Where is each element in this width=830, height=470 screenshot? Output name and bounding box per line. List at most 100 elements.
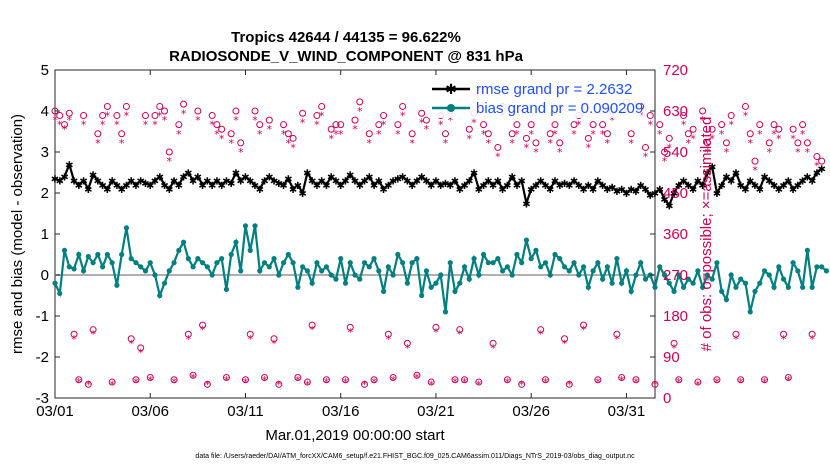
obs-possible-point bbox=[351, 116, 359, 124]
obs-possible-point bbox=[156, 102, 164, 110]
obs-possible-point bbox=[808, 330, 816, 338]
bias-point bbox=[438, 272, 444, 278]
obs-assimilated-point: * bbox=[505, 376, 511, 389]
obs-possible-point bbox=[646, 112, 654, 120]
obs-possible-point bbox=[203, 380, 211, 388]
x-tick-label: 03/06 bbox=[131, 403, 169, 420]
rmse-point: ✱ bbox=[156, 173, 164, 184]
obs-assimilated-point: * bbox=[71, 333, 77, 346]
bias-point bbox=[495, 256, 501, 262]
obs-possible-point bbox=[813, 153, 821, 161]
bias-point bbox=[585, 284, 591, 290]
obs-assimilated-point: * bbox=[90, 328, 96, 341]
obs-possible-point bbox=[99, 112, 107, 120]
bias-point bbox=[738, 276, 744, 282]
obs-possible-point bbox=[275, 380, 283, 388]
rmse-point: ✱ bbox=[698, 181, 706, 192]
bias-point bbox=[723, 297, 730, 303]
legend-rmse-label: rmse grand pr = 2.2632 bbox=[476, 81, 632, 98]
bias-point bbox=[176, 247, 182, 253]
obs-assimilated-point: * bbox=[800, 128, 806, 141]
rmse-point: ✱ bbox=[360, 177, 368, 188]
rmse-point: ✱ bbox=[113, 181, 121, 192]
bias-point bbox=[304, 268, 310, 274]
rmse-point: ✱ bbox=[717, 181, 725, 192]
rmse-point: ✱ bbox=[313, 181, 321, 192]
rmse-point: ✱ bbox=[60, 173, 68, 184]
rmse-point: ✱ bbox=[284, 175, 292, 186]
obs-possible-point bbox=[489, 339, 497, 347]
obs-assimilated-point: * bbox=[724, 146, 730, 159]
y2-tick-label: 360 bbox=[663, 226, 688, 243]
obs-assimilated-point: * bbox=[738, 376, 744, 389]
obs-assimilated-point: * bbox=[138, 346, 144, 359]
rmse-point: ✱ bbox=[127, 177, 135, 188]
rmse-point: ✱ bbox=[594, 177, 602, 188]
obs-assimilated-point: * bbox=[728, 119, 734, 132]
rmse-point: ✱ bbox=[546, 185, 554, 196]
bias-point bbox=[780, 276, 787, 282]
obs-possible-point bbox=[227, 130, 235, 138]
obs-possible-point bbox=[299, 109, 307, 117]
obs-possible-point bbox=[284, 130, 292, 138]
bias-point bbox=[371, 256, 377, 262]
obs-assimilated-point: * bbox=[524, 141, 530, 154]
bias-point bbox=[433, 280, 439, 286]
obs-possible-point bbox=[475, 378, 483, 386]
rmse-point: ✱ bbox=[537, 177, 545, 188]
obs-assimilated-point: * bbox=[157, 110, 163, 123]
obs-assimilated-point: * bbox=[409, 137, 415, 150]
bias-point bbox=[133, 260, 139, 266]
bias-point bbox=[709, 276, 715, 282]
obs-assimilated-point: * bbox=[233, 114, 239, 127]
bias-point bbox=[147, 260, 153, 266]
x-tick-label: 03/16 bbox=[322, 403, 360, 420]
obs-assimilated-point: * bbox=[128, 337, 134, 350]
obs-possible-point bbox=[94, 130, 102, 138]
rmse-point: ✱ bbox=[298, 189, 306, 200]
obs-assimilated-point: * bbox=[314, 119, 320, 132]
obs-assimilated-point: * bbox=[109, 378, 115, 391]
y2-tick-label: 180 bbox=[663, 308, 688, 325]
obs-possible-point bbox=[603, 130, 611, 138]
rmse-point: ✱ bbox=[194, 173, 202, 184]
y2-tick-label: 540 bbox=[663, 144, 688, 161]
bias-point bbox=[261, 260, 268, 266]
obs-possible-point bbox=[708, 125, 716, 133]
rmse-point: ✱ bbox=[722, 173, 730, 184]
bias-point bbox=[152, 272, 158, 278]
bias-point bbox=[619, 280, 625, 286]
obs-assimilated-point: * bbox=[652, 378, 658, 391]
obs-possible-point bbox=[799, 121, 807, 129]
obs-assimilated-point: * bbox=[181, 107, 187, 120]
legend-rmse-marker: ✱ bbox=[445, 82, 457, 98]
obs-assimilated-point: * bbox=[676, 376, 682, 389]
y-axis-ticks: -3 -2 -1 0 1 2 3 4 5 bbox=[36, 62, 60, 407]
bias-point bbox=[447, 260, 453, 266]
obs-possible-point bbox=[661, 148, 669, 156]
rmse-point: ✱ bbox=[732, 169, 740, 180]
bias-point bbox=[200, 260, 206, 266]
obs-possible-point bbox=[137, 344, 145, 352]
bias-point bbox=[76, 251, 82, 258]
obs-assimilated-point: * bbox=[76, 376, 82, 389]
obs-possible-point bbox=[694, 378, 702, 386]
obs-assimilated-point: * bbox=[471, 116, 477, 129]
obs-possible-point bbox=[480, 121, 488, 129]
bias-point bbox=[757, 280, 763, 286]
obs-assimilated-point: * bbox=[333, 128, 339, 141]
x-axis-label: Mar.01,2019 00:00:00 start bbox=[265, 427, 445, 444]
bias-point bbox=[228, 251, 234, 258]
rmse-point: ✱ bbox=[479, 181, 487, 192]
bias-point bbox=[538, 264, 544, 270]
obs-assimilated-point: * bbox=[600, 128, 606, 141]
obs-possible-point bbox=[818, 157, 826, 165]
bias-point bbox=[766, 272, 772, 278]
obs-assimilated-point: * bbox=[376, 128, 382, 141]
obs-possible-point bbox=[189, 371, 197, 379]
plot-frame bbox=[54, 69, 656, 399]
obs-assimilated-point: * bbox=[643, 151, 649, 164]
obs-assimilated-point: * bbox=[595, 376, 601, 389]
obs-possible-point bbox=[651, 380, 659, 388]
obs-assimilated-point: * bbox=[567, 378, 573, 391]
